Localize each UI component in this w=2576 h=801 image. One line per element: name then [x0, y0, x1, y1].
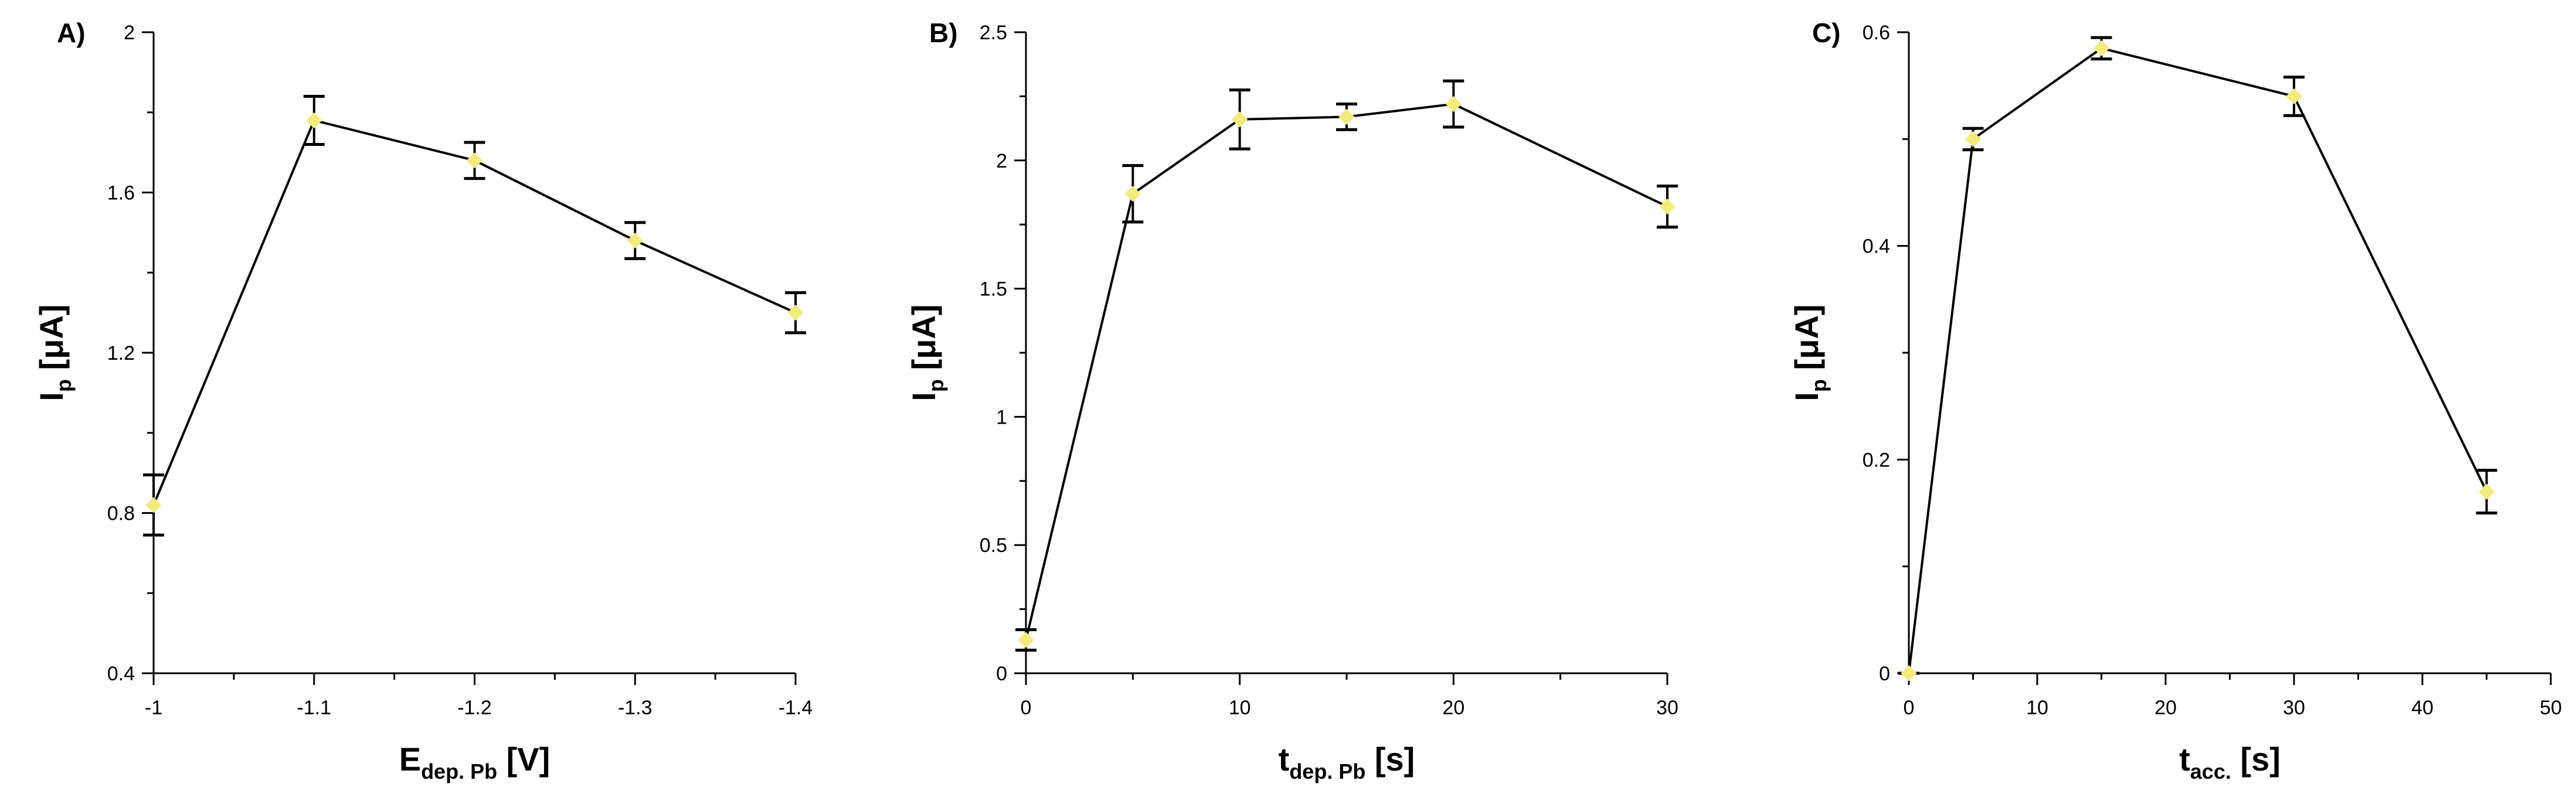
- x-tick-label: -1: [145, 697, 162, 719]
- data-point: [1659, 198, 1676, 215]
- x-tick-label: 0: [1904, 697, 1915, 719]
- x-axis-title: Edep. Pb [V]: [399, 741, 550, 783]
- y-tick-label: 0.6: [1863, 22, 1890, 44]
- x-axis-title: tacc. [s]: [2179, 741, 2281, 783]
- y-tick-label: 2: [996, 150, 1007, 172]
- x-tick-label: 10: [1229, 697, 1251, 719]
- panel-label: A): [57, 18, 86, 48]
- data-point: [627, 232, 643, 249]
- y-tick-label: 0.4: [1863, 236, 1890, 258]
- y-tick-label: 1.2: [107, 342, 135, 364]
- y-tick-label: 2: [124, 22, 135, 44]
- x-tick-label: 30: [1656, 697, 1678, 719]
- y-axis-title: Ip [μA]: [33, 304, 76, 401]
- chart-panel-3: 0 0.2 0.4 0.6 0 10 20 30 40 50 C) tacc. [s] Ip [μA]: [1788, 18, 2562, 783]
- x-tick-label: 0: [1021, 697, 1032, 719]
- y-axis-title: Ip [μA]: [905, 304, 948, 401]
- data-point: [1965, 131, 1982, 148]
- data-point: [787, 304, 804, 321]
- y-tick-label: 0.4: [107, 663, 135, 685]
- y-tick-label: 1.6: [107, 182, 135, 204]
- series-line: [1908, 47, 2488, 674]
- x-tick-label: 20: [1442, 697, 1464, 719]
- x-tick-label: -1.2: [457, 697, 492, 719]
- data-point: [2478, 483, 2495, 500]
- x-tick-label: 30: [2283, 697, 2305, 719]
- data-point: [1018, 632, 1034, 648]
- panel-label: B): [929, 18, 958, 48]
- data-point: [1338, 108, 1355, 125]
- x-axis-title: tdep. Pb [s]: [1279, 741, 1415, 783]
- x-tick-label: 10: [2026, 697, 2048, 719]
- y-tick-label: 0: [1879, 663, 1890, 685]
- data-point: [1901, 665, 1917, 681]
- data-point: [306, 112, 322, 129]
- data-point: [1445, 96, 1462, 113]
- panel-label: C): [1812, 18, 1841, 48]
- data-point: [1124, 185, 1141, 202]
- y-tick-label: 0.8: [107, 503, 135, 525]
- x-tick-label: 20: [2154, 697, 2177, 719]
- y-tick-label: 0: [996, 663, 1007, 685]
- y-tick-label: 1: [996, 406, 1007, 428]
- data-point: [466, 152, 483, 169]
- x-tick-label: -1.3: [618, 697, 653, 719]
- x-tick-label: 40: [2411, 697, 2434, 719]
- series-line: [1025, 103, 1668, 640]
- x-tick-label: -1.4: [779, 697, 813, 719]
- x-tick-label: -1.1: [297, 697, 331, 719]
- data-point: [2093, 40, 2110, 57]
- y-tick-label: 0.5: [980, 534, 1007, 557]
- x-tick-label: 50: [2540, 697, 2562, 719]
- y-tick-label: 1.5: [980, 278, 1007, 301]
- y-axis-title: Ip [μA]: [1788, 304, 1831, 401]
- data-point: [2286, 88, 2302, 105]
- data-point: [145, 497, 162, 513]
- chart-panel-1: 0.4 0.8 1.2 1.6 2 -1 -1.1 -1.2 -1.3 -1.4 A) Edep. P…: [33, 18, 813, 783]
- y-tick-label: 2.5: [980, 22, 1007, 44]
- y-tick-label: 0.2: [1863, 449, 1890, 471]
- data-point: [1231, 111, 1248, 128]
- chart-panel-2: 0 0.5 1 1.5 2 2.5 0 10 20 30 B) tdep. Pb [s] Ip [μA]: [905, 18, 1678, 783]
